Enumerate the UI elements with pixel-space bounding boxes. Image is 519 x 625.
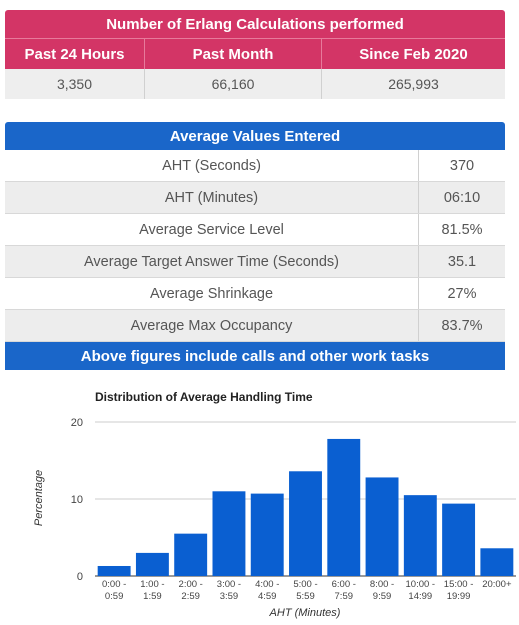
bar xyxy=(403,495,437,576)
table-row: Average Max Occupancy 83.7% xyxy=(5,309,505,342)
aht-distribution-chart: Distribution of Average Handling Time 0 1… xyxy=(33,390,516,619)
x-tick-label: 9:59 xyxy=(373,591,392,602)
y-axis-label: Percentage xyxy=(33,470,45,526)
bar xyxy=(250,493,284,576)
chart-x-labels: 0:00 -0:59 1:00 -1:59 2:00 -2:59 3:00 -3:59… xyxy=(102,579,512,602)
y-tick-label: 20 xyxy=(71,417,83,429)
row-value: 370 xyxy=(418,150,505,182)
averages-title: Average Values Entered xyxy=(5,122,505,150)
row-value: 06:10 xyxy=(418,181,505,214)
table-row: Average Shrinkage 27% xyxy=(5,277,505,310)
table-row: AHT (Seconds) 370 xyxy=(5,150,505,182)
bar xyxy=(97,565,131,576)
x-tick-label: 14:99 xyxy=(408,591,432,602)
x-tick-label: 1:59 xyxy=(143,591,162,602)
row-value: 81.5% xyxy=(418,213,505,246)
x-tick-label: 8:00 - xyxy=(370,579,394,590)
x-tick-label: 4:59 xyxy=(258,591,277,602)
header-past-month: Past Month xyxy=(144,38,322,69)
bar xyxy=(365,477,399,576)
header-since-feb-2020: Since Feb 2020 xyxy=(321,38,505,69)
x-tick-label: 20:00+ xyxy=(482,579,512,590)
x-tick-label: 5:00 - xyxy=(293,579,317,590)
row-label: Average Max Occupancy xyxy=(5,309,419,342)
row-value: 35.1 xyxy=(418,245,505,278)
table-row: AHT (Minutes) 06:10 xyxy=(5,181,505,214)
chart-bars xyxy=(97,438,514,576)
header-past-24-hours: Past 24 Hours xyxy=(5,38,145,69)
calculations-title: Number of Erlang Calculations performed xyxy=(5,10,505,39)
x-tick-label: 0:59 xyxy=(105,591,124,602)
x-tick-label: 5:59 xyxy=(296,591,315,602)
y-tick-label: 10 xyxy=(71,494,83,506)
chart-title: Distribution of Average Handling Time xyxy=(95,390,313,404)
x-tick-label: 15:00 - xyxy=(444,579,474,590)
x-tick-label: 3:00 - xyxy=(217,579,241,590)
table-row: Average Target Answer Time (Seconds) 35.… xyxy=(5,245,505,278)
y-tick-label: 0 xyxy=(77,571,83,583)
x-tick-label: 19:99 xyxy=(447,591,471,602)
row-label: Average Service Level xyxy=(5,213,419,246)
value-past-month: 66,160 xyxy=(144,69,322,99)
x-tick-label: 10:00 - xyxy=(406,579,436,590)
value-since-feb-2020: 265,993 xyxy=(321,69,505,99)
row-value: 83.7% xyxy=(418,309,505,342)
bar xyxy=(135,552,169,576)
table-row: Average Service Level 81.5% xyxy=(5,213,505,246)
x-tick-label: 0:00 - xyxy=(102,579,126,590)
averages-footer: Above figures include calls and other wo… xyxy=(5,341,505,370)
x-tick-label: 1:00 - xyxy=(140,579,164,590)
row-label: Average Target Answer Time (Seconds) xyxy=(5,245,419,278)
row-value: 27% xyxy=(418,277,505,310)
bar xyxy=(289,471,322,576)
bar xyxy=(480,548,514,576)
bar xyxy=(174,533,208,576)
x-tick-label: 6:00 - xyxy=(332,579,356,590)
row-label: Average Shrinkage xyxy=(5,277,419,310)
x-tick-label: 4:00 - xyxy=(255,579,279,590)
calculations-table: Number of Erlang Calculations performed … xyxy=(5,10,505,99)
bar xyxy=(327,438,361,576)
averages-table: Average Values Entered AHT (Seconds) 370… xyxy=(5,122,505,370)
bar xyxy=(442,503,476,576)
x-tick-label: 2:59 xyxy=(181,591,200,602)
row-label: AHT (Seconds) xyxy=(5,150,419,182)
x-tick-label: 3:59 xyxy=(220,591,239,602)
x-tick-label: 2:00 - xyxy=(179,579,203,590)
value-past-24-hours: 3,350 xyxy=(5,69,145,99)
bar xyxy=(212,491,246,576)
row-label: AHT (Minutes) xyxy=(5,181,419,214)
x-tick-label: 7:59 xyxy=(335,591,354,602)
x-axis-label: AHT (Minutes) xyxy=(269,607,341,619)
